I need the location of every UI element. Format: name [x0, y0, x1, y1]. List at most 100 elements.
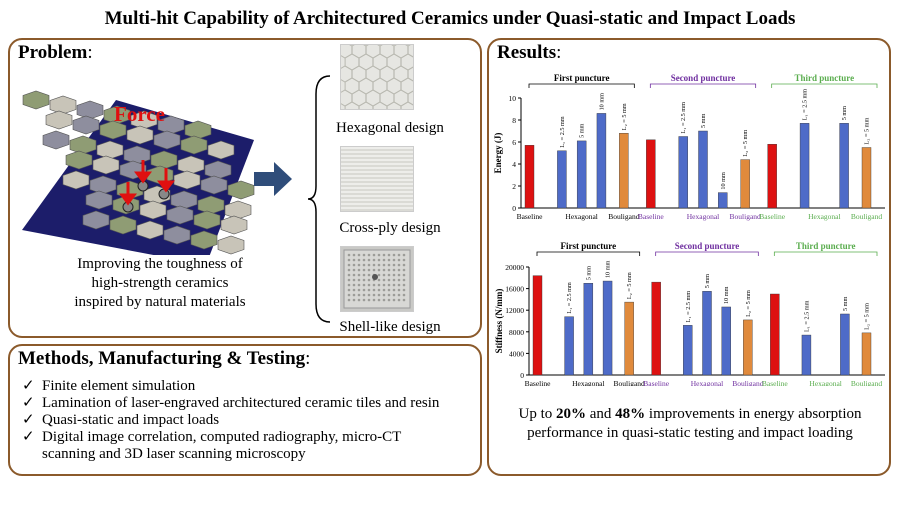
- group-header: Second puncture: [671, 73, 736, 83]
- bar-hexagonal: [718, 192, 728, 209]
- shell-like-design-label: Shell-like design: [339, 319, 441, 335]
- hexagonal-design-image: [340, 44, 414, 110]
- bar-label: 10 mm: [723, 286, 730, 304]
- bar-hexagonal: [839, 123, 849, 209]
- x-tick-label: Baseline: [643, 379, 669, 386]
- bar-hexagonal: [698, 130, 708, 209]
- bar-hexagonal: [702, 291, 712, 376]
- check-icon: ✓: [22, 429, 35, 445]
- bar-bouligand: [861, 332, 872, 376]
- bar-label: L₂ = 5 mm: [626, 272, 633, 299]
- bar-label: L₂ = 5 mm: [621, 103, 628, 130]
- cross-ply-design-label: Cross-ply design: [339, 220, 441, 236]
- force-arrows-icon: [119, 160, 175, 206]
- methods-list: ✓ Finite element simulation ✓ Lamination o…: [20, 378, 439, 463]
- list-item: ✓ Finite element simulation: [22, 378, 196, 394]
- x-tick-label: Bouligand: [732, 379, 763, 386]
- bar-label: L₂ = 5 mm: [864, 118, 871, 145]
- bar-label: 5 mm: [841, 106, 848, 120]
- list-item: ✓ Digital image correlation, computed rad…: [22, 429, 402, 445]
- bar-baseline: [524, 145, 535, 209]
- x-tick-label: Bouligand: [851, 379, 882, 386]
- x-tick-label: Baseline: [759, 212, 785, 221]
- bar-hexagonal: [576, 140, 587, 209]
- shell-like-design-image: [340, 246, 414, 312]
- results-panel: Results: 0 2 4 6 8 10 Energy (J) First puncture…: [487, 38, 891, 476]
- bar-label: 5 mm: [842, 297, 849, 311]
- x-tick-label: Hexagonal: [808, 212, 841, 221]
- bar-label: L₂ = 5 mm: [745, 290, 752, 317]
- y-axis-label: Energy (J): [493, 133, 503, 174]
- y-tick-label: 6: [512, 138, 516, 147]
- bar-label: 5 mm: [700, 114, 707, 128]
- y-tick-label: 8000: [509, 328, 524, 337]
- group-bracket: [773, 251, 878, 256]
- x-tick-label: Baseline: [517, 212, 543, 221]
- bar-baseline: [651, 281, 661, 376]
- bar-label: L₁ = 2.5 mm: [803, 300, 810, 332]
- problem-panel: Problem: Force Improving the toughness o…: [8, 38, 482, 338]
- x-tick-label: Baseline: [762, 379, 788, 386]
- list-item: ✓ Quasi-static and impact loads: [22, 412, 220, 428]
- bar-hexagonal: [602, 280, 613, 376]
- x-tick-label: Hexagonal: [809, 379, 842, 386]
- bar-hexagonal: [583, 283, 594, 376]
- bar-bouligand: [619, 132, 629, 209]
- group-header: Third puncture: [796, 241, 856, 251]
- bar-label: L₁ = 2.5 mm: [802, 89, 809, 121]
- force-label: Force: [114, 102, 165, 126]
- y-tick-label: 2: [512, 182, 516, 191]
- hexagonal-design-label: Hexagonal design: [336, 120, 444, 136]
- group-bracket: [536, 251, 641, 256]
- y-axis-label: Stiffness (N/mm): [494, 289, 504, 354]
- bar-baseline: [767, 143, 777, 209]
- bar-baseline: [770, 293, 780, 376]
- energy-chart: 0 2 4 6 8 10 Energy (J) First puncture L₁ = 2.5 …: [493, 73, 885, 221]
- group-bracket: [649, 83, 757, 88]
- group-bracket: [655, 251, 759, 256]
- group-header: Second puncture: [675, 241, 740, 251]
- bar-label: 10 mm: [605, 260, 612, 278]
- x-tick-label: Hexagonal: [691, 379, 724, 386]
- bar-bouligand: [861, 147, 872, 209]
- x-tick-label: Bouligand: [608, 212, 639, 221]
- bar-hexagonal: [678, 136, 688, 209]
- bar-hexagonal: [596, 113, 607, 209]
- problem-statement: Improving the toughness of high-strength…: [74, 256, 246, 310]
- cross-ply-design-image: [340, 146, 414, 212]
- y-tick-label: 8: [512, 116, 516, 125]
- y-tick-label: 4: [512, 160, 516, 169]
- group-header: Third puncture: [795, 73, 855, 83]
- bar-hexagonal: [683, 325, 693, 376]
- methods-panel: Methods, Manufacturing & Testing: ✓ Finit…: [8, 344, 482, 476]
- bar-label: L₁ = 2.5 mm: [566, 282, 573, 314]
- bar-hexagonal: [564, 316, 574, 376]
- list-item: ✓ Lamination of laser-engraved architectu…: [22, 395, 440, 411]
- list-item: scanning and 3D laser scanning microscop…: [42, 446, 306, 462]
- hexagonal-tile-illustration: [22, 90, 255, 255]
- bar-hexagonal: [799, 123, 810, 209]
- bar-hexagonal: [801, 334, 812, 376]
- x-tick-label: Baseline: [525, 379, 551, 386]
- y-tick-label: 0: [512, 204, 516, 213]
- y-tick-label: 0: [520, 371, 524, 380]
- bar-label: L₁ = 2.5 mm: [680, 102, 687, 134]
- check-icon: ✓: [22, 412, 35, 428]
- bar-label: 5 mm: [704, 274, 711, 288]
- bar-label: 10 mm: [720, 172, 727, 190]
- group-header: First puncture: [561, 241, 617, 251]
- page-title: Multi-hit Capability of Architectured Ce…: [104, 8, 796, 29]
- x-tick-label: Bouligand: [614, 379, 645, 386]
- check-icon: ✓: [22, 378, 35, 394]
- brace-icon: [307, 75, 331, 323]
- bar-bouligand: [624, 301, 634, 376]
- right-arrow-icon: [254, 162, 292, 196]
- y-tick-label: 4000: [509, 349, 524, 358]
- bar-label: L₁ = 2.5 mm: [685, 291, 692, 323]
- bar-baseline: [646, 139, 656, 209]
- problem-heading: Problem:: [18, 42, 93, 63]
- group-bracket: [528, 83, 635, 88]
- bar-bouligand: [743, 319, 753, 376]
- bar-label: 5 mm: [585, 266, 592, 280]
- x-tick-label: Baseline: [638, 212, 664, 221]
